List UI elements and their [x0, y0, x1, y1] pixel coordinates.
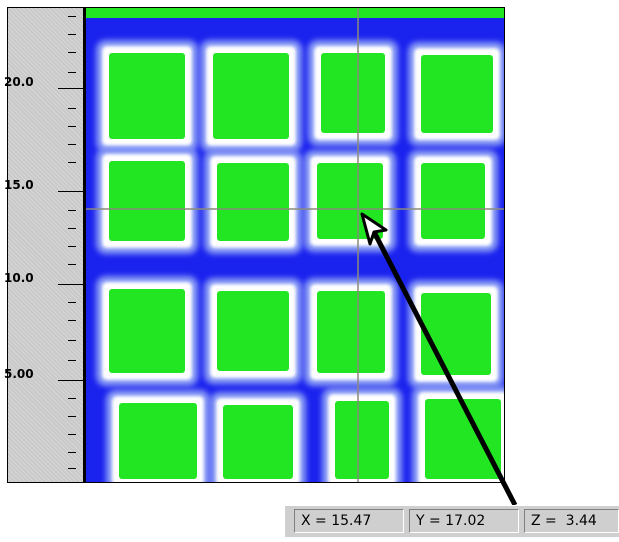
ruler-minor-tick [68, 52, 76, 53]
cell-core [109, 161, 185, 241]
ruler-major-tick [58, 191, 83, 192]
ruler-minor-tick [68, 360, 76, 361]
cell-core [335, 401, 389, 479]
ruler-minor-tick [68, 452, 76, 453]
ruler-minor-tick [68, 264, 76, 265]
cell-core [425, 399, 501, 479]
cell-core [317, 163, 383, 239]
ruler-minor-tick [68, 108, 76, 109]
cell-core [421, 163, 485, 239]
contour-plot-svg [86, 8, 504, 482]
cell-core [217, 291, 289, 371]
cell-core [321, 53, 385, 133]
ruler-label-15: 15.0 [4, 178, 34, 192]
ruler-minor-tick [68, 416, 76, 417]
ruler-label-10: 10.0 [4, 271, 34, 285]
cell-core [217, 163, 289, 241]
y-axis-ruler [7, 7, 85, 483]
ruler-minor-tick [68, 468, 76, 469]
cell-core [109, 53, 185, 139]
ruler-minor-tick [68, 302, 76, 303]
ruler-major-tick [58, 284, 83, 285]
cell-core [109, 289, 185, 373]
ruler-minor-tick [68, 34, 76, 35]
x-readout: X = 15.47 [294, 509, 404, 533]
ruler-label-20: 20.0 [4, 75, 34, 89]
cell-core [119, 403, 197, 479]
ruler-minor-tick [68, 246, 76, 247]
ruler-minor-tick [68, 144, 76, 145]
ruler-minor-tick [68, 210, 76, 211]
ruler-minor-tick [68, 320, 76, 321]
ruler-minor-tick [68, 398, 76, 399]
ruler-minor-tick [68, 16, 76, 17]
ruler-minor-tick [68, 340, 76, 341]
z-readout: Z = 3.44 [524, 509, 619, 533]
ruler-minor-tick [68, 434, 76, 435]
top-strip [86, 8, 504, 18]
ruler-major-tick [58, 88, 83, 89]
coordinate-statusbar: X = 15.47 Y = 17.02 Z = 3.44 [285, 505, 619, 537]
y-readout: Y = 17.02 [409, 509, 519, 533]
cell-core [223, 405, 293, 479]
cell-core [317, 291, 385, 373]
ruler-edge [83, 7, 85, 483]
ruler-minor-tick [68, 72, 76, 73]
cell-core [213, 53, 289, 139]
ruler-minor-tick [68, 126, 76, 127]
cell-core [421, 293, 491, 375]
cell-core [421, 55, 493, 133]
contour-plot[interactable] [85, 7, 505, 483]
ruler-major-tick [58, 380, 83, 381]
ruler-minor-tick [68, 228, 76, 229]
ruler-label-5: 5.00 [4, 367, 34, 381]
ruler-minor-tick [68, 162, 76, 163]
